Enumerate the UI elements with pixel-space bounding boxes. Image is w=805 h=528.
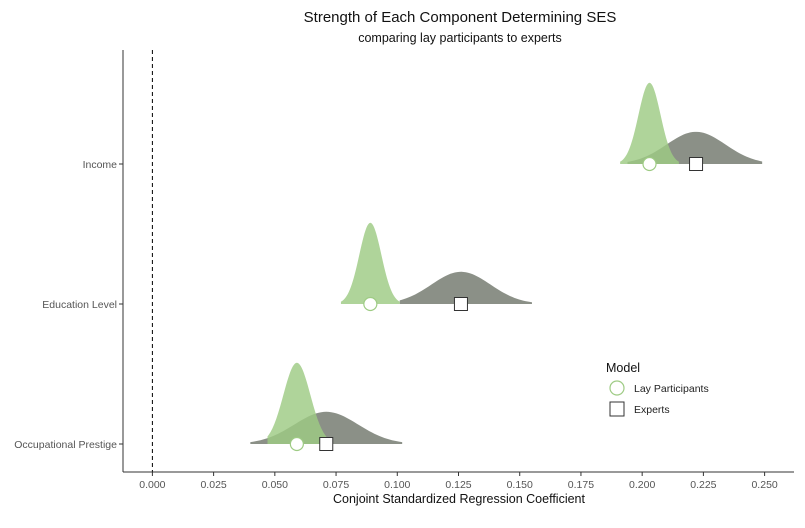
x-axis-title: Conjoint Standardized Regression Coeffic… [333,492,586,506]
experts-point-education-level [453,297,468,311]
legend: Model Lay Participants Experts [606,361,709,417]
x-tick-label: 0.075 [323,479,349,491]
x-tick-label: 0.125 [445,479,471,491]
chart-subtitle: comparing lay participants to experts [358,31,562,45]
lay-participants-density-education-level [340,222,400,304]
experts-point-income [689,157,704,171]
x-tick-label: 0.175 [568,479,594,491]
x-tick-label: 0.100 [384,479,410,491]
y-axis-ticks: Occupational Prestige Education Level Inco… [14,159,123,451]
y-tick-label: Income [83,159,118,171]
marker-layer [289,156,704,452]
legend-circle-icon [609,380,625,396]
x-axis-ticks: 0.000 0.025 0.050 0.075 0.100 0.125 0.150 0.175… [139,472,778,491]
x-tick-label: 0.025 [200,479,226,491]
lay-participants-point-income [642,156,657,172]
lay-participants-point-education-level [363,296,378,312]
experts-point-occupational-prestige [319,437,334,451]
lay-participants-density-income [620,82,679,164]
legend-label: Lay Participants [634,383,709,395]
legend-title: Model [606,361,640,375]
y-tick-label: Occupational Prestige [14,439,117,451]
x-tick-label: 0.150 [507,479,533,491]
x-tick-label: 0.050 [262,479,288,491]
y-tick-label: Education Level [42,299,117,311]
legend-square-icon [609,401,625,417]
legend-label: Experts [634,404,670,416]
x-tick-label: 0.225 [690,479,716,491]
density-layer [250,82,763,444]
experts-density-education-level [399,271,532,304]
x-tick-label: 0.000 [139,479,165,491]
lay-participants-point-occupational-prestige [289,436,304,452]
x-tick-label: 0.200 [629,479,655,491]
chart-title: Strength of Each Component Determining S… [304,9,617,26]
x-tick-label: 0.250 [751,479,777,491]
plot-area [151,50,763,472]
lay-participants-density-occupational-prestige [267,362,327,444]
